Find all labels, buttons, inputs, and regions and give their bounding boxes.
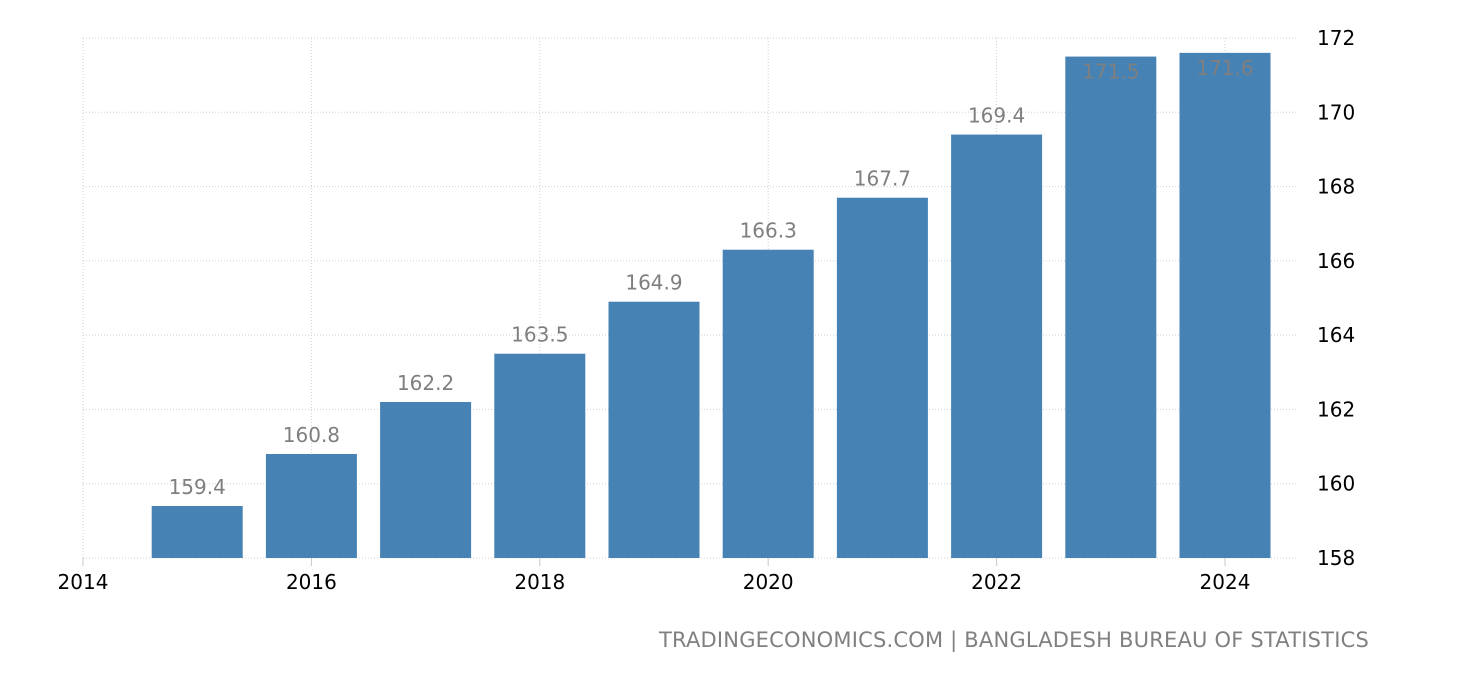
bars <box>151 52 1271 559</box>
y-tick-label: 168 <box>1317 175 1355 199</box>
y-tick-label: 164 <box>1317 323 1355 347</box>
y-tick-label: 170 <box>1317 100 1355 124</box>
y-tick-label: 160 <box>1317 472 1355 496</box>
bar-2024 <box>1179 52 1271 558</box>
data-label-2016: 160.8 <box>283 423 340 447</box>
bar-2019 <box>608 301 700 558</box>
data-label-2020: 166.3 <box>740 219 797 243</box>
data-label-2023: 171.5 <box>1082 60 1139 84</box>
y-tick-label: 158 <box>1317 546 1355 570</box>
source-attribution: TRADINGECONOMICS.COM | BANGLADESH BUREAU… <box>659 628 1369 652</box>
bar-2016 <box>265 454 357 558</box>
y-tick-label: 162 <box>1317 397 1355 421</box>
x-tick-label: 2014 <box>58 570 109 594</box>
bar-2021 <box>836 197 928 558</box>
bar-2017 <box>380 402 472 558</box>
data-label-2015: 159.4 <box>169 475 226 499</box>
x-tick-label: 2018 <box>514 570 565 594</box>
bar-2022 <box>951 134 1043 559</box>
x-tick-label: 2024 <box>1200 570 1251 594</box>
x-tick-label: 2022 <box>971 570 1022 594</box>
y-tick-label: 166 <box>1317 249 1355 273</box>
data-label-2021: 167.7 <box>854 167 911 191</box>
x-tick-label: 2020 <box>743 570 794 594</box>
data-label-2017: 162.2 <box>397 371 454 395</box>
bar-2018 <box>494 353 586 558</box>
bar-2020 <box>722 249 814 558</box>
data-label-2019: 164.9 <box>625 271 682 295</box>
bar-2023 <box>1065 56 1157 558</box>
data-labels: 159.4 160.8 162.2 163.5 164.9 166.3 167.7 169.4… <box>169 56 1254 499</box>
x-tick-label: 2016 <box>286 570 337 594</box>
data-label-2024: 171.6 <box>1196 56 1253 80</box>
y-tick-label: 172 <box>1317 26 1355 50</box>
data-label-2018: 163.5 <box>511 323 568 347</box>
bar-2015 <box>151 506 243 558</box>
y-axis: 158 160 162 164 166 168 170 172 <box>1317 26 1355 570</box>
data-label-2022: 169.4 <box>968 104 1025 128</box>
x-axis: 2014 2016 2018 2020 2022 2024 <box>58 558 1251 594</box>
